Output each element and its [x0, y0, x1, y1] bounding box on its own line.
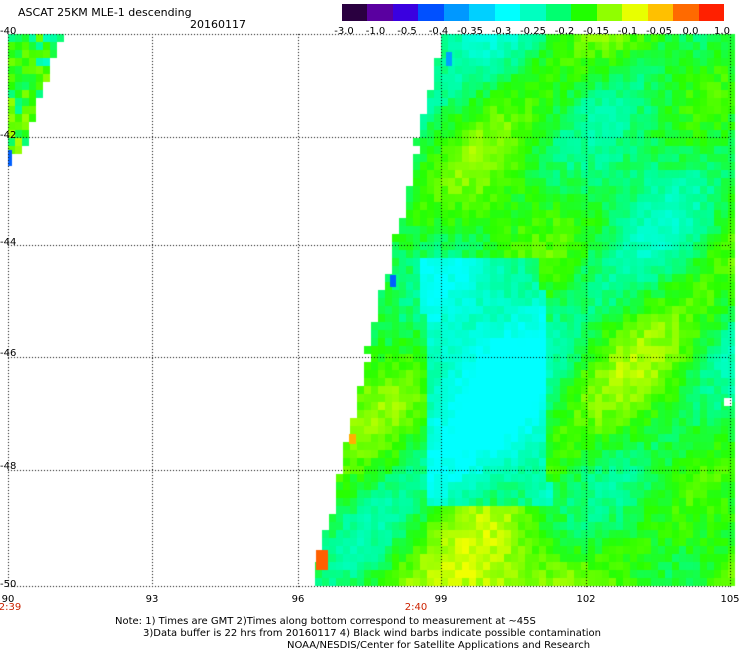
lat-label: -46	[0, 348, 17, 359]
color-swatch	[673, 4, 699, 21]
time-label: 2:39	[0, 602, 22, 613]
color-scale-label: -0.25	[520, 26, 546, 37]
color-swatch	[571, 4, 597, 21]
color-scale-label: -0.2	[554, 26, 575, 37]
color-swatch	[367, 4, 393, 21]
color-swatch	[596, 4, 623, 21]
footnotes: Note: 1) Times are GMT 2)Times along bot…	[115, 616, 601, 652]
lat-label: -42	[0, 130, 17, 141]
lat-label: -50	[0, 579, 17, 590]
color-swatch	[545, 4, 572, 21]
color-swatch	[520, 4, 546, 21]
color-scale-label: 0.0	[682, 26, 699, 37]
color-scale-bar	[342, 4, 725, 21]
color-scale-label: -3.0	[334, 26, 354, 37]
color-swatch	[342, 4, 368, 21]
lat-label: -48	[0, 461, 17, 472]
color-scale-label: -0.35	[457, 26, 483, 37]
lon-label: 96	[291, 594, 305, 605]
color-swatch	[469, 4, 495, 21]
color-swatch	[418, 4, 444, 21]
color-scale-label: -1.0	[365, 26, 386, 37]
color-scale-label: -0.15	[583, 26, 609, 37]
product-date: 20160117	[190, 18, 246, 31]
lon-label: 90	[1, 594, 15, 605]
color-scale-label: -0.1	[617, 26, 638, 37]
color-scale-label: -0.5	[397, 26, 417, 37]
lon-label: 99	[434, 594, 448, 605]
color-swatch	[443, 4, 470, 21]
product-title: ASCAT 25KM MLE-1 descending	[18, 6, 192, 19]
lat-label: -40	[0, 26, 17, 37]
color-swatch	[647, 4, 674, 21]
color-swatch	[392, 4, 419, 21]
color-scale-label: 1.0	[714, 26, 730, 37]
lat-label: -44	[0, 237, 17, 248]
lon-label: 105	[720, 594, 740, 605]
color-swatch	[494, 4, 521, 21]
color-swatch	[622, 4, 648, 21]
lon-label: 93	[145, 594, 159, 605]
lon-label: 102	[576, 594, 596, 605]
time-label: 2:40	[404, 602, 428, 613]
color-scale-label: -0.05	[646, 26, 672, 37]
color-scale-label: -0.3	[491, 26, 512, 37]
note-line: Note: 1) Times are GMT 2)Times along bot…	[115, 616, 536, 627]
note-line: NOAA/NESDIS/Center for Satellite Applica…	[287, 640, 591, 651]
note-line: 3)Data buffer is 22 hrs from 20160117 4)…	[143, 628, 601, 639]
color-swatch	[698, 4, 725, 21]
color-scale-label: -0.4	[428, 26, 449, 37]
